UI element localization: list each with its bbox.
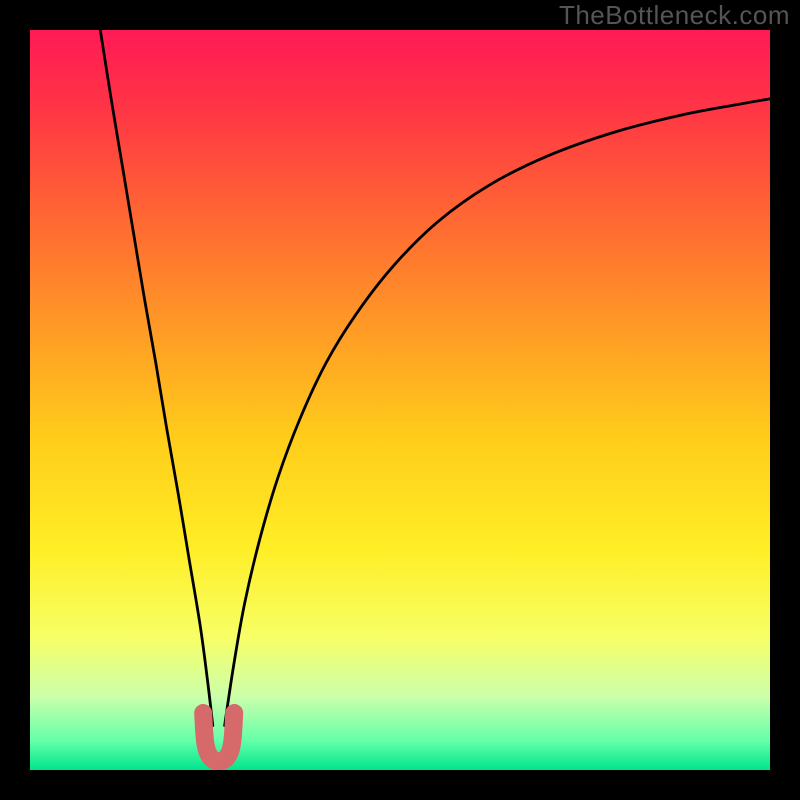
stage: TheBottleneck.com — [0, 0, 800, 800]
bottleneck-chart — [30, 30, 770, 770]
plot-background — [30, 30, 770, 770]
watermark-text: TheBottleneck.com — [559, 0, 790, 31]
